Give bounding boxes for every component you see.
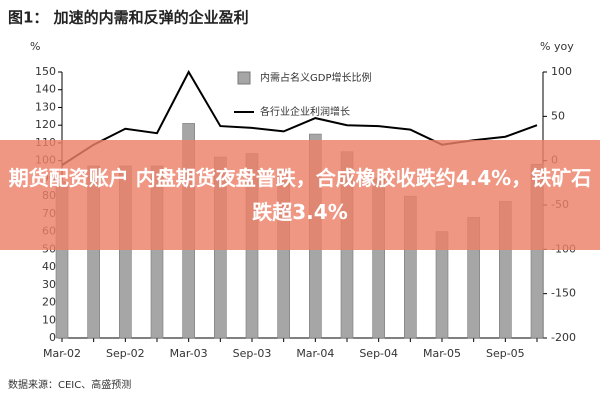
x-tick-label: Sep-05	[486, 347, 525, 360]
x-tick-label: Sep-03	[233, 347, 272, 360]
x-tick-label: Mar-05	[423, 347, 461, 360]
y2-tick-label: 100	[551, 65, 572, 78]
x-tick-label: Mar-04	[296, 347, 334, 360]
x-tick-label: Sep-04	[359, 347, 398, 360]
y-tick-label: 0	[49, 331, 56, 344]
y-tick-label: 140	[35, 83, 56, 96]
y-tick-label: 40	[42, 260, 56, 273]
banner: 期货配资账户 内盘期货夜盘普跌，合成橡胶收跌约4.4%，铁矿石跌超3.4%	[0, 140, 600, 250]
source: 数据来源：CEIC、高盛预测	[8, 378, 131, 391]
x-tick-label: Mar-03	[170, 347, 208, 360]
y-axis-label: %	[30, 40, 40, 53]
y2-tick-label: 50	[551, 109, 565, 122]
y-tick-label: 120	[35, 118, 56, 131]
legend-label: 内需占名义GDP增长比例	[260, 71, 371, 84]
legend-swatch	[237, 71, 251, 85]
y-tick-label: 130	[35, 100, 56, 113]
y-tick-label: 150	[35, 65, 56, 78]
chart-title: 图1： 加速的内需和反弹的企业盈利	[8, 9, 249, 27]
x-tick-label: Sep-02	[106, 347, 145, 360]
y-tick-label: 10	[42, 313, 56, 326]
legend-label: 各行业企业利润增长	[260, 105, 350, 118]
y2-tick-label: -150	[551, 287, 576, 300]
x-tick-label: Mar-02	[43, 347, 81, 360]
y-tick-label: 20	[42, 296, 56, 309]
y2-tick-label: -200	[551, 331, 576, 344]
y2-axis-label: % yoy	[540, 40, 574, 53]
y-tick-label: 30	[42, 278, 56, 291]
